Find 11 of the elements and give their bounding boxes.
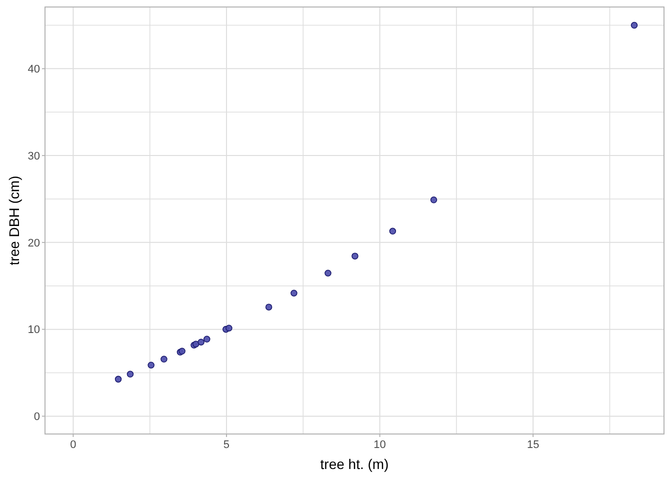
y-axis-title: tree DBH (cm)	[6, 176, 22, 266]
y-tick-label: 40	[28, 64, 40, 76]
x-tick-label: 5	[223, 439, 230, 451]
x-tick-label: 15	[526, 439, 540, 451]
y-tick-label: 0	[34, 411, 40, 424]
y-tick-label: 20	[28, 237, 40, 250]
y-tick-label: 10	[28, 324, 40, 336]
x-tick-label: 0	[70, 439, 76, 451]
x-tick-label: 10	[374, 439, 386, 451]
x-axis-title: tree ht. (m)	[320, 456, 389, 472]
y-tick-label: 30	[28, 150, 40, 162]
